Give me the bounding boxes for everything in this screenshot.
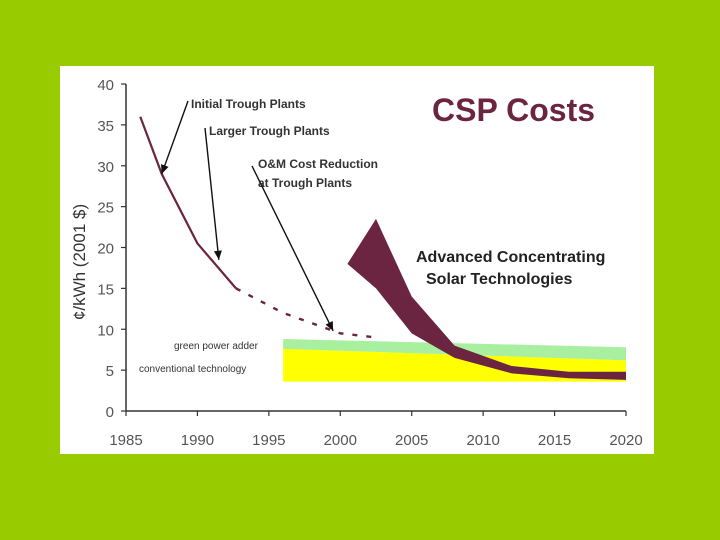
y-axis-ticks: 0 5 10 15 20 25 30 35 40 xyxy=(97,77,126,421)
y-axis-label: ¢/kWh (2001 $) xyxy=(70,204,89,320)
trough-projection-line xyxy=(235,287,377,339)
y-tick-label: 15 xyxy=(97,281,114,298)
x-tick-label: 1990 xyxy=(181,432,214,449)
x-tick-label: 2000 xyxy=(324,432,357,449)
annotation-advanced-line2: Solar Technologies xyxy=(426,271,573,288)
x-axis-ticks: 1985 1990 1995 2000 2005 2010 2015 2020 xyxy=(109,411,643,449)
om-cost-reduction-arrow-line xyxy=(251,165,334,332)
y-tick-label: 25 xyxy=(97,200,114,217)
x-tick-label: 1985 xyxy=(109,432,142,449)
chart-title: CSP Costs xyxy=(432,92,595,128)
initial-trough-arrow-head xyxy=(161,164,169,174)
om-cost-reduction-arrow-head xyxy=(325,321,334,331)
conventional-technology-label: conventional technology xyxy=(139,364,246,375)
x-tick-label: 2015 xyxy=(538,432,571,449)
annotation-advanced-line1: Advanced Concentrating xyxy=(416,249,605,266)
annotation-arrows xyxy=(161,100,334,332)
annotation-initial-trough: Initial Trough Plants xyxy=(191,97,306,111)
trough-plants-line xyxy=(139,116,237,290)
annotation-om-line2: at Trough Plants xyxy=(258,176,352,190)
initial-trough-arrow-line xyxy=(161,100,189,175)
y-tick-label: 5 xyxy=(106,363,114,380)
annotation-om-line1: O&M Cost Reduction xyxy=(258,157,378,171)
advanced-csp-band xyxy=(347,218,626,380)
larger-trough-arrow-head xyxy=(213,250,222,260)
green-power-adder-label: green power adder xyxy=(174,341,259,352)
y-tick-label: 30 xyxy=(97,159,114,176)
y-tick-label: 40 xyxy=(97,77,114,94)
larger-trough-arrow-line xyxy=(204,127,220,260)
y-tick-label: 0 xyxy=(106,404,114,421)
x-tick-label: 2010 xyxy=(466,432,499,449)
x-tick-label: 2020 xyxy=(609,432,642,449)
x-tick-label: 2005 xyxy=(395,432,428,449)
y-tick-label: 20 xyxy=(97,241,114,258)
y-tick-label: 35 xyxy=(97,118,114,135)
y-tick-label: 10 xyxy=(97,322,114,339)
annotation-larger-trough: Larger Trough Plants xyxy=(209,124,330,138)
x-tick-label: 1995 xyxy=(252,432,285,449)
